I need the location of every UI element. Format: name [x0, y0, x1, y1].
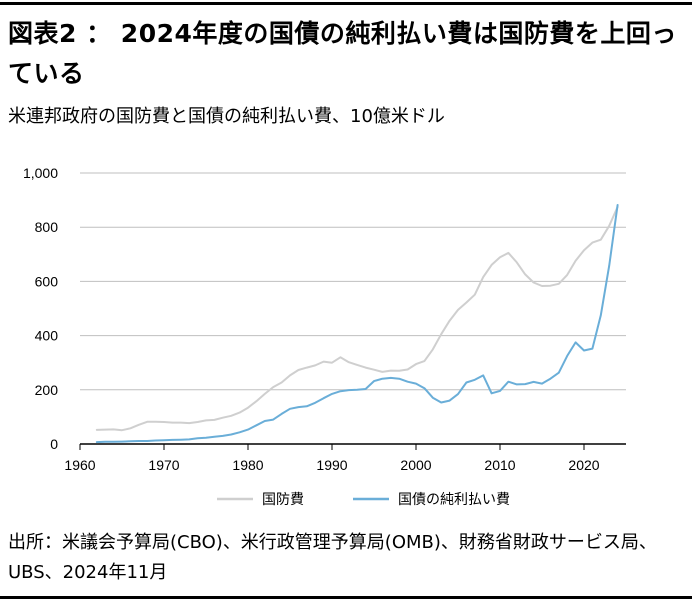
top-rule: [0, 2, 692, 5]
y-tick-label: 400: [35, 328, 59, 344]
source-note: 出所：米議会予算局(CBO)、米行政管理予算局(OMB)、財務省財政サービス局、…: [8, 532, 657, 583]
legend-item-interest-label: 国債の純利払い費: [398, 492, 510, 508]
bottom-rule: [0, 596, 692, 599]
x-axis: [79, 443, 626, 450]
legend: 国防費 国債の純利払い費: [217, 492, 510, 508]
legend-item-defense-label: 国防費: [262, 492, 304, 508]
y-tick-label: 0: [50, 436, 58, 452]
y-tick-label: 800: [35, 219, 59, 235]
chart-subtitle: 米連邦政府の国防費と国債の純利払い費、10億米ドル: [8, 106, 445, 127]
series-line-defense: [95, 205, 619, 432]
series-line-interest: [95, 204, 619, 444]
y-axis-tick-labels: 0 200 400 600 800 1,000: [23, 165, 58, 452]
page-title: 図表2 ： 2024年度の国債の純利払い費は国防費を上回っている: [8, 19, 677, 88]
x-tick-label: 1960: [64, 457, 95, 473]
y-tick-label: 600: [35, 273, 59, 289]
x-tick-label: 2020: [568, 457, 599, 473]
line-chart: 0 200 400 600 800 1,000 1960 1970 1980 1990 2000 2…: [23, 165, 626, 508]
x-tick-label: 1970: [148, 457, 179, 473]
gridlines: [80, 172, 626, 391]
x-tick-label: 2000: [400, 457, 431, 473]
x-tick-label: 2010: [484, 457, 515, 473]
y-tick-label: 1,000: [23, 165, 58, 181]
series-lines: [95, 204, 619, 444]
x-tick-label: 1990: [316, 457, 347, 473]
y-tick-label: 200: [35, 382, 59, 398]
x-tick-label: 1980: [232, 457, 263, 473]
x-axis-tick-labels: 1960 1970 1980 1990 2000 2010 2020: [64, 457, 599, 473]
